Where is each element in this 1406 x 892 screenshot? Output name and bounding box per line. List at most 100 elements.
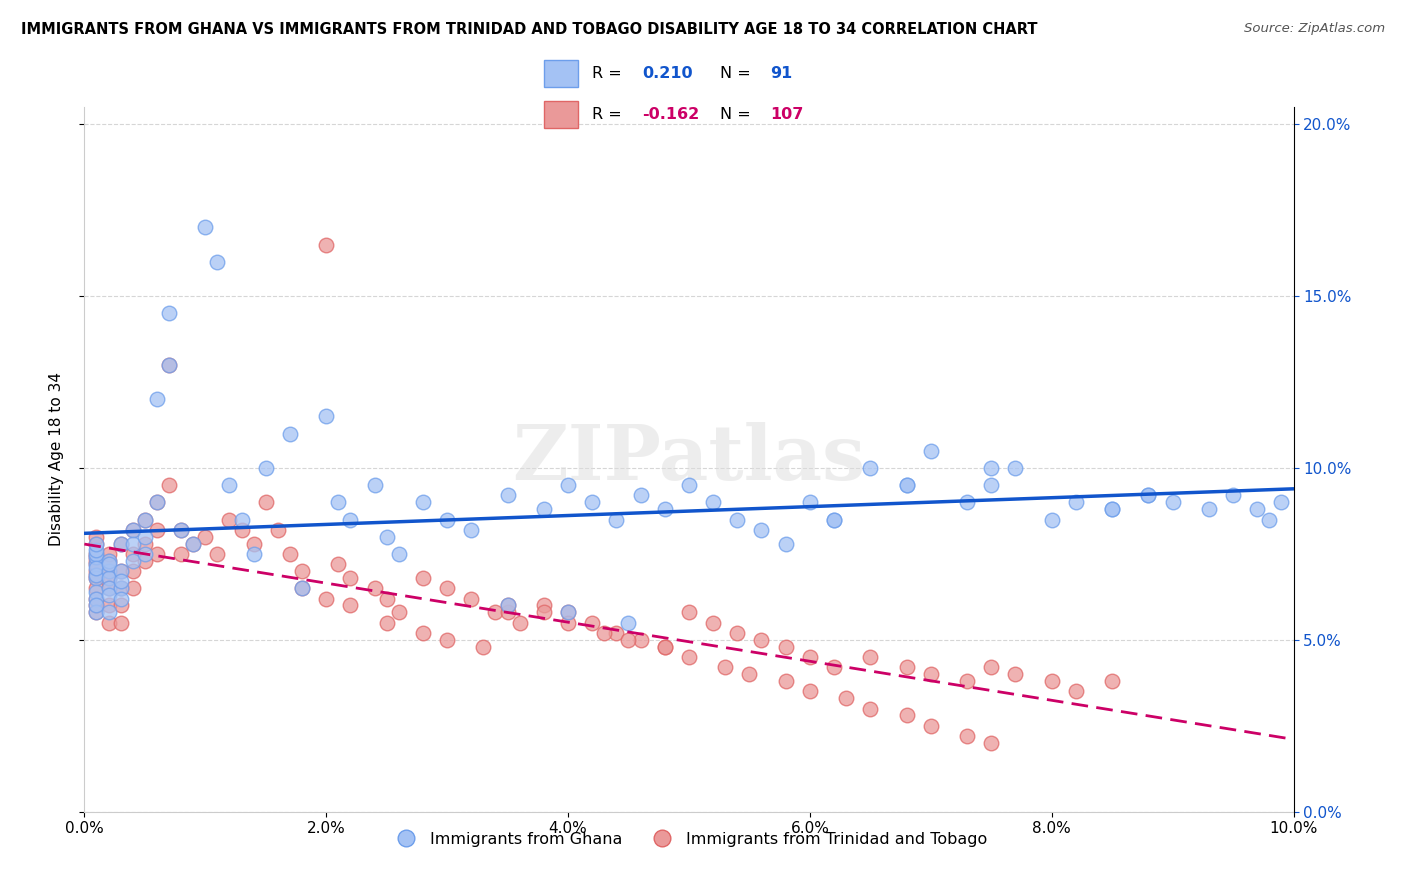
Point bbox=[110, 536, 132, 550]
Point bbox=[1161, 495, 1184, 509]
Point bbox=[799, 650, 821, 665]
Point bbox=[86, 558, 108, 572]
Point bbox=[315, 237, 337, 252]
Point bbox=[593, 626, 616, 640]
Point bbox=[110, 574, 132, 589]
Point bbox=[86, 564, 108, 578]
Text: N =: N = bbox=[720, 66, 756, 80]
Point bbox=[86, 571, 108, 585]
Point bbox=[725, 512, 748, 526]
Point bbox=[218, 512, 240, 526]
Text: 0.210: 0.210 bbox=[643, 66, 693, 80]
Point bbox=[86, 571, 108, 585]
Point bbox=[1064, 684, 1087, 698]
Point bbox=[97, 615, 120, 630]
Point bbox=[121, 547, 143, 561]
Text: Source: ZipAtlas.com: Source: ZipAtlas.com bbox=[1244, 22, 1385, 36]
Point bbox=[97, 588, 120, 602]
Point bbox=[896, 708, 918, 723]
Text: R =: R = bbox=[592, 107, 627, 121]
Point bbox=[799, 684, 821, 698]
Point bbox=[86, 554, 108, 568]
Point bbox=[110, 536, 132, 550]
Point bbox=[121, 523, 143, 537]
Point bbox=[339, 571, 361, 585]
Point bbox=[436, 582, 458, 596]
Point bbox=[859, 650, 882, 665]
Point bbox=[956, 674, 979, 689]
Point bbox=[375, 615, 398, 630]
Point bbox=[242, 536, 264, 550]
Point bbox=[86, 550, 108, 565]
Point bbox=[1198, 502, 1220, 516]
Point bbox=[980, 736, 1002, 750]
Point bbox=[654, 640, 676, 654]
Point bbox=[1040, 512, 1063, 526]
Point bbox=[339, 512, 361, 526]
Point bbox=[557, 605, 579, 619]
Point bbox=[412, 626, 434, 640]
Point bbox=[375, 530, 398, 544]
Point bbox=[702, 495, 724, 509]
Point bbox=[617, 632, 640, 647]
Point bbox=[97, 599, 120, 613]
Point bbox=[605, 626, 627, 640]
Point bbox=[134, 554, 156, 568]
Point bbox=[170, 523, 193, 537]
Point bbox=[86, 547, 108, 561]
Point bbox=[956, 495, 979, 509]
Point bbox=[97, 571, 120, 585]
Point bbox=[86, 530, 108, 544]
Point bbox=[714, 660, 737, 674]
Point bbox=[315, 591, 337, 606]
Point bbox=[654, 502, 676, 516]
Point bbox=[134, 530, 156, 544]
Point bbox=[1064, 495, 1087, 509]
Text: IMMIGRANTS FROM GHANA VS IMMIGRANTS FROM TRINIDAD AND TOBAGO DISABILITY AGE 18 T: IMMIGRANTS FROM GHANA VS IMMIGRANTS FROM… bbox=[21, 22, 1038, 37]
Point bbox=[97, 564, 120, 578]
Point bbox=[86, 599, 108, 613]
Point bbox=[121, 536, 143, 550]
Legend: Immigrants from Ghana, Immigrants from Trinidad and Tobago: Immigrants from Ghana, Immigrants from T… bbox=[384, 825, 994, 853]
Point bbox=[146, 495, 169, 509]
Point bbox=[291, 582, 314, 596]
Point bbox=[775, 674, 797, 689]
Point bbox=[725, 626, 748, 640]
Point bbox=[86, 550, 108, 565]
Point bbox=[605, 512, 627, 526]
Point bbox=[799, 495, 821, 509]
Point bbox=[134, 512, 156, 526]
Point bbox=[339, 599, 361, 613]
Point bbox=[86, 558, 108, 572]
Point bbox=[157, 358, 180, 372]
Point bbox=[231, 523, 253, 537]
Point bbox=[121, 523, 143, 537]
Point bbox=[278, 426, 301, 441]
Point bbox=[110, 591, 132, 606]
Point bbox=[134, 536, 156, 550]
Point bbox=[242, 547, 264, 561]
Point bbox=[363, 478, 385, 492]
Point bbox=[328, 558, 350, 572]
Point bbox=[557, 605, 579, 619]
Point bbox=[146, 392, 169, 407]
Point bbox=[97, 547, 120, 561]
Y-axis label: Disability Age 18 to 34: Disability Age 18 to 34 bbox=[49, 372, 63, 547]
Point bbox=[678, 650, 700, 665]
Point bbox=[86, 591, 108, 606]
Point bbox=[170, 523, 193, 537]
Text: 107: 107 bbox=[770, 107, 804, 121]
Point bbox=[291, 582, 314, 596]
Text: N =: N = bbox=[720, 107, 756, 121]
Point bbox=[146, 523, 169, 537]
Point bbox=[110, 615, 132, 630]
Point bbox=[557, 615, 579, 630]
Text: 91: 91 bbox=[770, 66, 793, 80]
Point bbox=[157, 358, 180, 372]
Point bbox=[110, 564, 132, 578]
Point bbox=[496, 599, 519, 613]
Point bbox=[121, 554, 143, 568]
FancyBboxPatch shape bbox=[544, 60, 578, 87]
Point bbox=[859, 461, 882, 475]
Point bbox=[980, 461, 1002, 475]
